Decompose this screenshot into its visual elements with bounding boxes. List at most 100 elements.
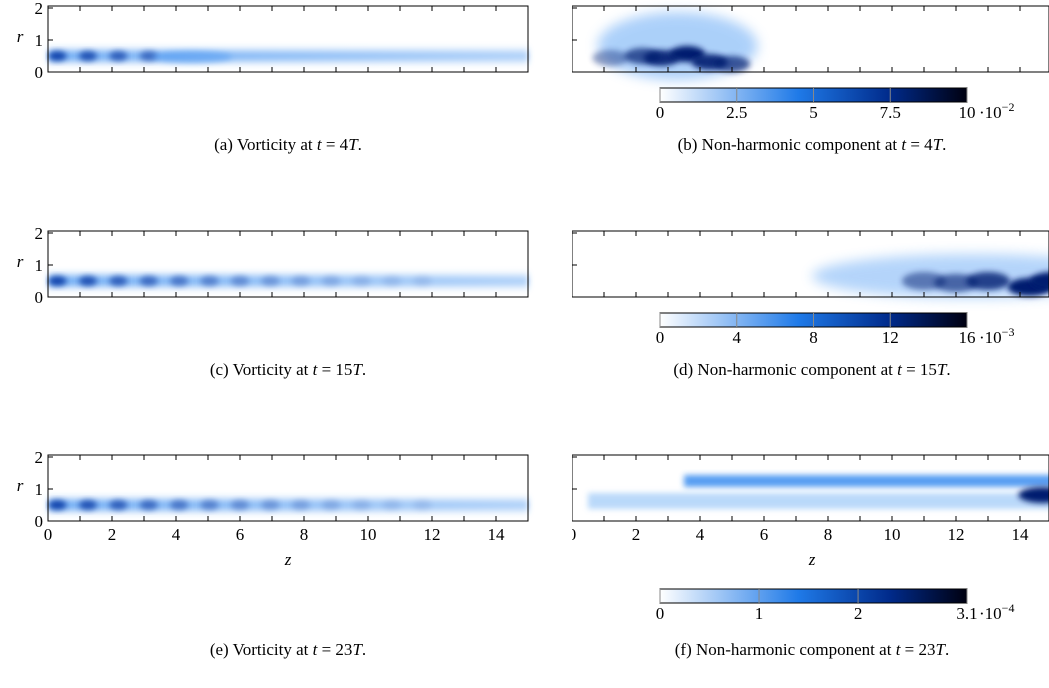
x-tick-label: 14 bbox=[1012, 525, 1030, 544]
colorbar-exponent: ·10−4 bbox=[979, 601, 1014, 623]
caption-math: t bbox=[896, 640, 902, 659]
y-axis-label: r bbox=[17, 252, 24, 271]
caption-math: = 15 bbox=[317, 360, 352, 379]
colorbar-tick-label: 5 bbox=[809, 103, 818, 122]
x-tick-label: 0 bbox=[568, 525, 577, 544]
x-axis-label: z bbox=[284, 550, 292, 569]
caption: (b) Non-harmonic component at t = 4T. bbox=[678, 135, 947, 154]
panel bbox=[572, 5, 1049, 80]
colorbar-tick-label: 2 bbox=[854, 604, 863, 623]
x-tick-label: 0 bbox=[44, 525, 53, 544]
caption: (a) Vorticity at t = 4T. bbox=[214, 135, 362, 154]
caption-math: = 23 bbox=[900, 640, 935, 659]
plot-frame bbox=[47, 5, 529, 73]
y-axis-label: r bbox=[17, 27, 24, 46]
blob bbox=[1018, 487, 1049, 503]
exponent-base: ·10 bbox=[979, 103, 1002, 122]
plot-frame bbox=[47, 454, 529, 522]
blob bbox=[624, 48, 661, 64]
blob bbox=[1030, 272, 1049, 290]
panel bbox=[572, 230, 1049, 298]
caption-math: T bbox=[348, 135, 359, 154]
band bbox=[684, 475, 1049, 487]
y-tick-label: 0 bbox=[35, 63, 44, 82]
caption-end: . bbox=[946, 360, 950, 379]
caption-math: T bbox=[933, 135, 944, 154]
caption: (f) Non-harmonic component at t = 23T. bbox=[675, 640, 949, 659]
caption-math: = 15 bbox=[902, 360, 937, 379]
plot-frame bbox=[572, 454, 1049, 522]
x-tick-label: 2 bbox=[108, 525, 117, 544]
exponent-base: ·10 bbox=[979, 328, 1002, 347]
heatmap-fade bbox=[48, 455, 528, 521]
caption-math: t bbox=[901, 135, 907, 154]
caption-text: (c) Vorticity at bbox=[210, 360, 313, 379]
y-axis-label: r bbox=[17, 476, 24, 495]
caption-math: T bbox=[936, 640, 947, 659]
x-tick-label: 4 bbox=[172, 525, 181, 544]
colorbar-tick-label: 16 bbox=[959, 328, 976, 347]
caption-end: . bbox=[362, 640, 366, 659]
panel: 0 2 4 6 8 10 12 14 bbox=[44, 454, 529, 544]
caption-math: = 4 bbox=[906, 135, 933, 154]
x-tick-label: 6 bbox=[760, 525, 769, 544]
colorbar-tick-label: 4 bbox=[733, 328, 742, 347]
band bbox=[588, 493, 1049, 509]
caption-math: T bbox=[352, 640, 363, 659]
x-tick-label: 10 bbox=[360, 525, 377, 544]
x-tick-label: 14 bbox=[488, 525, 506, 544]
blob bbox=[966, 272, 1010, 290]
y-tick-label: 1 bbox=[35, 31, 44, 50]
x-axis-label: z bbox=[808, 550, 816, 569]
y-tick-label: 1 bbox=[35, 256, 44, 275]
exponent-power: −3 bbox=[1002, 325, 1015, 339]
caption-math: T bbox=[352, 360, 363, 379]
colorbar-tick-label: 0 bbox=[656, 604, 665, 623]
y-tick-label: 2 bbox=[35, 224, 44, 243]
colorbar-exponent: ·10−3 bbox=[979, 325, 1014, 347]
caption-math: = 4 bbox=[322, 135, 349, 154]
plot-frame bbox=[47, 230, 529, 298]
colorbar-tick-label: 3.1 bbox=[956, 604, 977, 623]
panel bbox=[47, 5, 529, 73]
colorbar-tick-label: 2.5 bbox=[726, 103, 747, 122]
x-tick-label: 12 bbox=[948, 525, 965, 544]
x-tick-label: 2 bbox=[632, 525, 641, 544]
heatmap-fade bbox=[48, 231, 528, 297]
caption-math: = 23 bbox=[317, 640, 352, 659]
caption-math: t bbox=[317, 135, 323, 154]
colorbar-tick-label: 12 bbox=[882, 328, 899, 347]
y-tick-label: 2 bbox=[35, 448, 44, 467]
plot-frame bbox=[572, 230, 1049, 298]
colorbar-exponent: ·10−2 bbox=[979, 100, 1014, 122]
y-tick-label: 1 bbox=[35, 480, 44, 499]
caption: (e) Vorticity at t = 23T. bbox=[210, 640, 366, 659]
x-tick-label: 6 bbox=[236, 525, 245, 544]
caption-text: (f) Non-harmonic component at bbox=[675, 640, 896, 659]
caption-math: t bbox=[313, 640, 319, 659]
caption: (c) Vorticity at t = 15T. bbox=[210, 360, 366, 379]
exponent-power: −2 bbox=[1002, 100, 1015, 114]
caption-text: (a) Vorticity at bbox=[214, 135, 317, 154]
blob bbox=[714, 56, 750, 72]
y-tick-label: 0 bbox=[35, 512, 44, 531]
plot-frame bbox=[572, 5, 1049, 73]
caption-text: (b) Non-harmonic component at bbox=[678, 135, 902, 154]
colorbar-tick-label: 8 bbox=[809, 328, 818, 347]
x-tick-label: 4 bbox=[696, 525, 705, 544]
caption-end: . bbox=[362, 360, 366, 379]
caption-text: (d) Non-harmonic component at bbox=[673, 360, 897, 379]
caption-end: . bbox=[358, 135, 362, 154]
panel: 0 2 4 6 8 10 12 14 bbox=[568, 454, 1049, 544]
x-tick-label: 10 bbox=[884, 525, 901, 544]
colorbar-tick-label: 7.5 bbox=[880, 103, 901, 122]
y-tick-label: 2 bbox=[35, 0, 44, 18]
caption-end: . bbox=[942, 135, 946, 154]
blob bbox=[592, 50, 629, 66]
x-tick-label: 12 bbox=[424, 525, 441, 544]
caption-math: t bbox=[897, 360, 903, 379]
colorbar-tick-label: 0 bbox=[656, 328, 665, 347]
colorbar-tick-label: 10 bbox=[959, 103, 976, 122]
x-tick-label: 8 bbox=[824, 525, 833, 544]
y-tick-label: 0 bbox=[35, 288, 44, 307]
